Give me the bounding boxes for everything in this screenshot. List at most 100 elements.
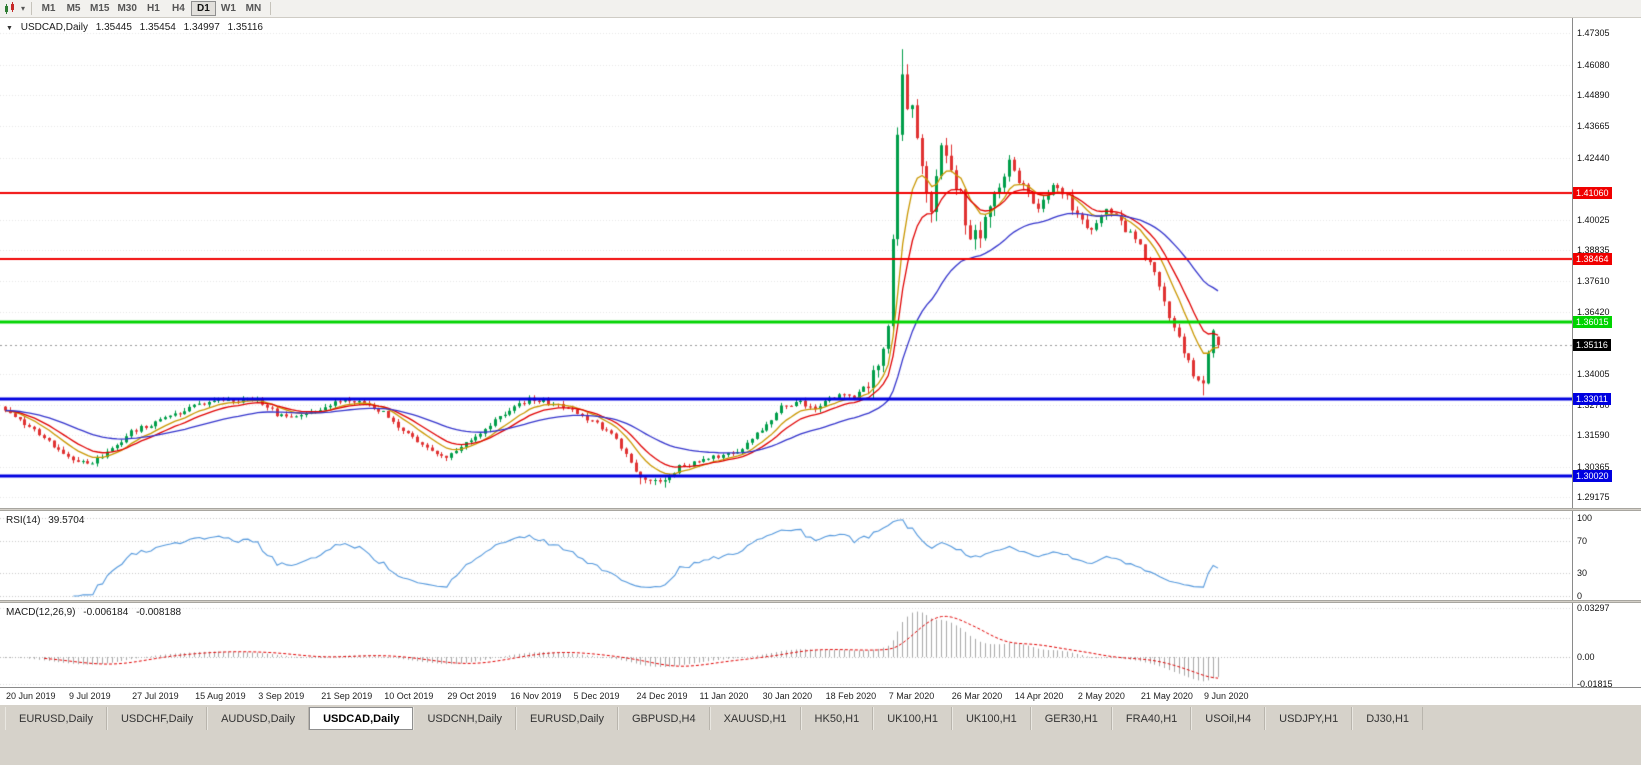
date-label: 7 Mar 2020 — [888, 691, 935, 701]
rsi-indicator-canvas[interactable] — [0, 511, 1572, 600]
tab-1-usdchf-daily[interactable]: USDCHF,Daily — [106, 707, 208, 730]
tab-0-eurusd-daily[interactable]: EURUSD,Daily — [5, 707, 107, 730]
price-chart-canvas[interactable] — [0, 18, 1572, 508]
current-price-badge: 1.35116 — [1573, 339, 1611, 352]
toolbar-separator — [31, 2, 33, 15]
tab-bar: EURUSD,Daily USDCHF,Daily AUDUSD,Daily USDC… — [0, 705, 1641, 765]
date-label: 26 Mar 2020 — [951, 691, 1003, 701]
close-value: 1.35116 — [227, 22, 263, 33]
tab-5-eurusd-daily[interactable]: EURUSD,Daily — [516, 707, 618, 730]
price-tick-label: 1.31590 — [1577, 430, 1610, 441]
price-tick-label: 1.44890 — [1577, 90, 1610, 101]
collapse-arrow-icon[interactable]: ▼ — [6, 25, 13, 32]
price-tick-label: 1.36420 — [1577, 306, 1610, 317]
pane-separator[interactable] — [0, 600, 1641, 603]
date-label: 9 Jun 2020 — [1203, 691, 1249, 701]
tab-11-ger30-h1[interactable]: GER30,H1 — [1030, 707, 1112, 730]
date-label: 15 Aug 2019 — [195, 691, 246, 701]
tab-7-xauusd-h1[interactable]: XAUUSD,H1 — [709, 707, 801, 730]
tab-9-uk100-h1[interactable]: UK100,H1 — [873, 707, 952, 730]
date-label: 3 Sep 2019 — [258, 691, 305, 701]
chart-ohlc-header: ▼ USDCAD,Daily 1.35445 1.35454 1.34997 1… — [6, 22, 268, 33]
price-tick-label: 1.34005 — [1577, 368, 1610, 379]
tab-13-usoil-h4[interactable]: USOil,H4 — [1191, 707, 1266, 730]
macd-signal-value: -0.008188 — [136, 607, 182, 618]
price-line-badge: 1.41060 — [1573, 187, 1612, 200]
date-label: 27 Jul 2019 — [132, 691, 179, 701]
price-line-badge: 1.36015 — [1573, 316, 1612, 329]
rsi-current-value: 39.5704 — [48, 515, 85, 526]
chart-region: 20 Jun 2019 9 Jul 2019 27 Jul 2019 15 Aug 2… — [0, 18, 1641, 705]
timeframe-h4[interactable]: H4 — [172, 3, 185, 14]
macd-axis-label: 0.03297 — [1577, 603, 1610, 613]
date-label: 9 Jul 2019 — [69, 691, 111, 701]
macd-header: MACD(12,26,9) -0.006184 -0.008188 — [6, 607, 186, 618]
price-line-badge: 1.33011 — [1573, 392, 1611, 405]
tab-8-hk50-h1[interactable]: HK50,H1 — [800, 707, 874, 730]
price-tick-label: 1.37610 — [1577, 276, 1610, 287]
dropdown-caret-icon[interactable]: ▾ — [21, 4, 26, 13]
price-tick-label: 1.30365 — [1577, 461, 1610, 472]
rsi-level-label: 0 — [1577, 591, 1583, 601]
timeframe-mn[interactable]: MN — [245, 3, 262, 14]
toolbar: ▾ M1 M5 M15 M30 H1 H4 D1 W1 MN — [0, 0, 1641, 18]
price-tick-label: 1.46080 — [1577, 59, 1610, 70]
date-label: 16 Nov 2019 — [510, 691, 562, 701]
date-label: 11 Jan 2020 — [699, 691, 749, 701]
rsi-title: RSI(14) — [6, 515, 41, 526]
rsi-level-label: 70 — [1577, 536, 1588, 547]
tab-2-audusd-daily[interactable]: AUDUSD,Daily — [207, 707, 310, 730]
high-value: 1.35454 — [139, 22, 176, 33]
timeframe-h1[interactable]: H1 — [147, 3, 160, 14]
date-label: 21 Sep 2019 — [321, 691, 373, 701]
timeframe-w1[interactable]: W1 — [220, 3, 236, 14]
tab-10-uk100-h1[interactable]: UK100,H1 — [951, 707, 1031, 730]
price-tick-label: 1.43665 — [1577, 121, 1610, 132]
price-tick-label: 1.47305 — [1577, 28, 1610, 39]
date-label: 21 May 2020 — [1140, 691, 1193, 701]
macd-title: MACD(12,26,9) — [6, 607, 76, 618]
price-line-badge: 1.38464 — [1573, 253, 1612, 266]
date-label: 29 Oct 2019 — [447, 691, 497, 701]
date-label: 18 Feb 2020 — [825, 691, 877, 701]
price-tick-label: 1.29175 — [1577, 492, 1610, 503]
macd-indicator-canvas[interactable] — [0, 603, 1572, 687]
tab-3-usdcad-daily[interactable]: USDCAD,Daily — [309, 707, 414, 730]
timeframe-m5[interactable]: M5 — [66, 3, 81, 14]
timeframe-d1[interactable]: D1 — [190, 1, 216, 16]
tab-4-usdcnh-daily[interactable]: USDCNH,Daily — [413, 707, 517, 730]
rsi-header: RSI(14) 39.5704 — [6, 515, 89, 526]
date-label: 10 Oct 2019 — [384, 691, 434, 701]
macd-axis-label: 0.00 — [1577, 652, 1595, 663]
price-tick-label: 1.42440 — [1577, 152, 1610, 163]
symbol-label: USDCAD,Daily — [20, 22, 88, 33]
low-value: 1.34997 — [183, 22, 220, 33]
tab-14-usdjpy-h1[interactable]: USDJPY,H1 — [1265, 707, 1353, 730]
date-axis: 20 Jun 2019 9 Jul 2019 27 Jul 2019 15 Aug 2… — [0, 687, 1641, 705]
timeframe-m15[interactable]: M15 — [90, 3, 110, 14]
pane-separator[interactable] — [0, 508, 1641, 511]
date-label: 14 Apr 2020 — [1014, 691, 1064, 701]
tab-12-fra40-h1[interactable]: FRA40,H1 — [1111, 707, 1192, 730]
timeframe-m30[interactable]: M30 — [117, 3, 137, 14]
tab-6-gbpusd-h4[interactable]: GBPUSD,H4 — [618, 707, 710, 730]
timeframe-m1[interactable]: M1 — [41, 3, 56, 14]
date-label: 5 Dec 2019 — [573, 691, 620, 701]
chart-window-icon[interactable] — [4, 2, 18, 15]
chart-tabs: EURUSD,Daily USDCHF,Daily AUDUSD,Daily USDC… — [0, 707, 1641, 730]
tab-15-dj30-h1[interactable]: DJ30,H1 — [1352, 707, 1424, 730]
rsi-level-label: 100 — [1577, 513, 1593, 523]
price-tick-label: 1.40025 — [1577, 214, 1610, 225]
price-tick-label: 1.38835 — [1577, 244, 1610, 255]
date-label: 30 Jan 2020 — [762, 691, 813, 701]
date-label: 20 Jun 2019 — [6, 691, 56, 701]
date-label: 24 Dec 2019 — [636, 691, 688, 701]
timeframe-bar: M1 M5 M15 M30 H1 H4 D1 W1 MN — [36, 0, 266, 18]
macd-main-value: -0.006184 — [83, 607, 129, 618]
rsi-level-label: 30 — [1577, 567, 1588, 578]
open-value: 1.35445 — [95, 22, 132, 33]
macd-axis-label: -0.01815 — [1577, 679, 1613, 689]
price-line-badge: 1.30020 — [1573, 469, 1612, 482]
price-axis: 1.47305 1.46080 1.44890 1.43665 1.42440 1.400… — [1572, 18, 1641, 689]
